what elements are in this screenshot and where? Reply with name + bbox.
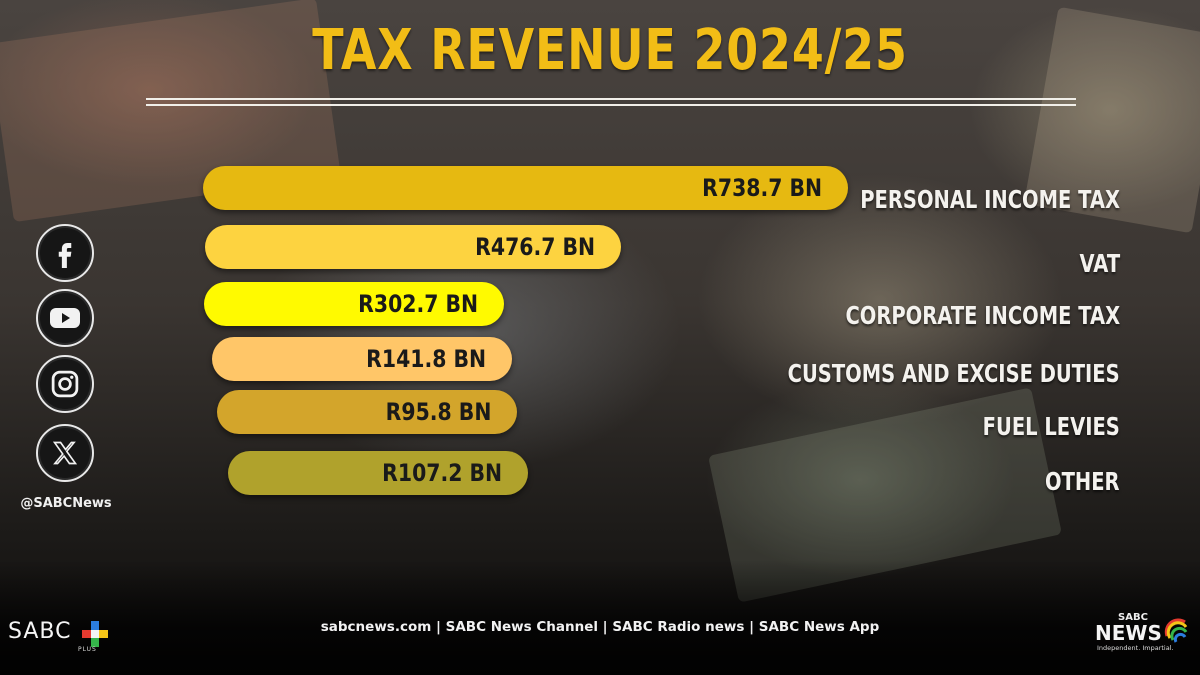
facebook-icon [58, 243, 72, 268]
bar-value-label: R476.7 BN [475, 233, 596, 261]
instagram-icon [51, 370, 79, 398]
bar-value-label: R95.8 BN [385, 398, 491, 426]
sabc-news-logo[interactable]: SABC NEWS Independent. Impartial. [1095, 608, 1195, 658]
youtube-icon [50, 308, 80, 328]
sabc-plus-sub: PLUS [78, 646, 97, 653]
footer-links[interactable]: sabcnews.com | SABC News Channel | SABC … [320, 619, 880, 635]
youtube-button[interactable] [36, 289, 94, 347]
category-label: FUEL LEVIES [982, 412, 1120, 441]
category-label: OTHER [1045, 467, 1120, 496]
facebook-button[interactable] [36, 224, 94, 282]
bar [204, 282, 504, 326]
title-underline [146, 104, 1076, 106]
x-icon [52, 441, 78, 465]
bar-value-label: R141.8 BN [366, 345, 486, 373]
category-label: PERSONAL INCOME TAX [860, 185, 1120, 214]
bar-value-label: R107.2 BN [382, 459, 502, 487]
bar [228, 451, 528, 495]
x-button[interactable] [36, 424, 94, 482]
sabc-plus-logo[interactable]: SABC PLUS [8, 615, 118, 655]
sabc-plus-wordmark: SABC [8, 619, 72, 644]
bar [217, 390, 517, 434]
plus-icon [82, 621, 108, 647]
chart-title: TAX REVENUE 2024/25 [312, 18, 908, 83]
title-underline [146, 98, 1076, 100]
category-label: CUSTOMS AND EXCISE DUTIES [787, 359, 1120, 388]
sabc-news-tagline: Independent. Impartial. [1097, 644, 1174, 652]
broadcast-icon [1164, 618, 1188, 643]
sabc-news-wordmark: NEWS [1095, 621, 1162, 645]
background-fade [0, 560, 1200, 675]
bar [205, 225, 622, 269]
bar-value-label: R302.7 BN [358, 290, 478, 318]
bar [212, 337, 512, 381]
bar [203, 166, 848, 210]
social-handle: @SABCNews [20, 496, 112, 511]
category-label: VAT [1079, 249, 1120, 278]
category-label: CORPORATE INCOME TAX [845, 301, 1120, 330]
instagram-button[interactable] [36, 355, 94, 413]
sabc-news-top: SABC [1118, 612, 1148, 623]
bar-value-label: R738.7 BN [702, 174, 822, 202]
